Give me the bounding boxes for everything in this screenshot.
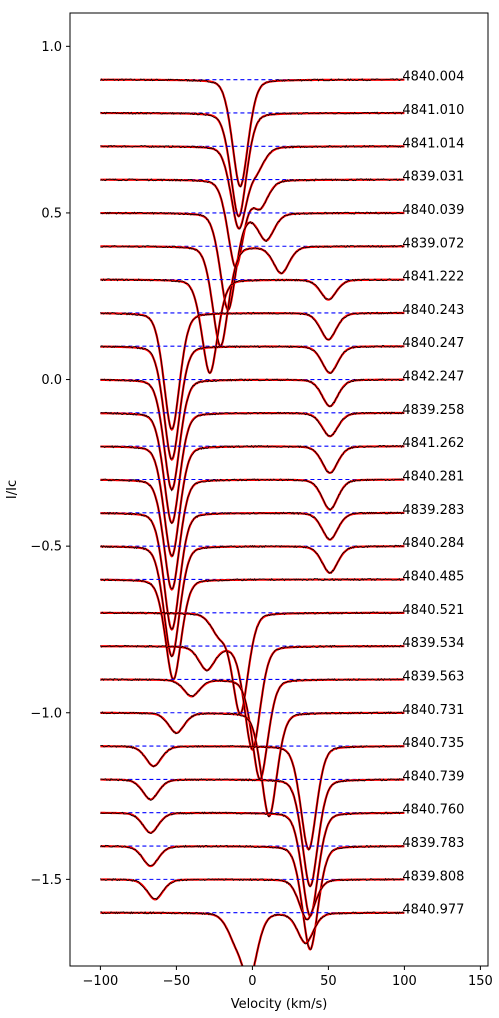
epoch-label: 4840.760 — [402, 803, 464, 818]
model-profile — [100, 578, 405, 681]
x-tick-label: −50 — [163, 974, 190, 989]
epoch-label: 4840.485 — [402, 569, 464, 584]
model-profile — [100, 211, 405, 312]
model-profile — [100, 245, 405, 348]
epoch-label: 4841.262 — [402, 436, 464, 451]
epoch-label: 4839.783 — [402, 836, 464, 851]
plot-area-group — [100, 78, 405, 966]
epoch-label: 4840.243 — [402, 303, 464, 318]
observed-profile — [100, 744, 404, 851]
observed-profile — [100, 344, 404, 460]
x-tick-label: 100 — [392, 974, 417, 989]
y-tick-label: −1.5 — [30, 873, 62, 888]
x-tick-label: 0 — [248, 974, 256, 989]
epoch-label: 4839.808 — [402, 869, 464, 884]
model-profile — [100, 745, 405, 851]
observed-profile — [100, 844, 404, 950]
observed-profile — [100, 278, 404, 374]
observed-profile — [100, 244, 404, 348]
observed-profile — [100, 78, 404, 188]
model-profile — [100, 278, 405, 375]
epoch-label: 4840.735 — [402, 736, 464, 751]
observed-profile — [100, 778, 404, 888]
epoch-label: 4839.534 — [402, 636, 464, 651]
model-profile — [100, 111, 405, 218]
y-tick-label: −1.0 — [30, 706, 62, 721]
model-profile — [100, 545, 405, 658]
observed-profile — [100, 178, 404, 269]
y-tick-label: 0.5 — [41, 206, 62, 221]
epoch-label: 4840.521 — [402, 603, 464, 618]
x-tick-label: 50 — [320, 974, 337, 989]
x-tick-label: 150 — [468, 974, 493, 989]
y-tick-label: −0.5 — [30, 540, 62, 555]
epoch-label: 4840.977 — [402, 903, 464, 918]
observed-profile — [100, 611, 404, 715]
model-profile — [100, 478, 405, 591]
model-profile — [100, 845, 405, 951]
y-tick-label: 1.0 — [41, 40, 62, 55]
epoch-label: 4842.247 — [402, 370, 464, 385]
epoch-label: 4840.039 — [402, 203, 464, 218]
observed-profile — [100, 478, 404, 590]
model-profile — [100, 611, 405, 716]
observed-profile — [100, 511, 404, 630]
observed-profile — [100, 144, 404, 230]
observed-profile — [100, 644, 404, 750]
model-profile — [100, 411, 405, 525]
epoch-label: 4839.283 — [402, 503, 464, 518]
model-profile — [100, 145, 405, 230]
observed-profile — [100, 677, 404, 781]
y-axis-label: I/Ic — [5, 480, 20, 499]
model-profile — [100, 445, 405, 558]
observed-profile — [100, 911, 404, 966]
observed-profile — [100, 378, 404, 492]
epoch-label: 4840.247 — [402, 336, 464, 351]
observed-profile — [100, 411, 404, 525]
x-tick-label: −100 — [83, 974, 119, 989]
y-tick-label: 0.0 — [41, 373, 62, 388]
observed-profile — [100, 711, 404, 818]
plot-frame — [69, 12, 489, 967]
epoch-label: 4840.281 — [402, 470, 464, 485]
observed-profile — [100, 877, 404, 921]
epoch-label: 4840.731 — [402, 703, 464, 718]
observed-profile — [100, 311, 404, 430]
model-profile — [100, 911, 405, 966]
epoch-label: 4840.284 — [402, 536, 464, 551]
epoch-label: 4841.222 — [402, 270, 464, 285]
model-profile — [100, 178, 405, 269]
observed-profile — [100, 811, 404, 918]
epoch-label: 4841.010 — [402, 103, 464, 118]
epoch-label: 4839.031 — [402, 170, 464, 185]
epoch-label: 4839.258 — [402, 403, 464, 418]
x-axis-label: Velocity (km/s) — [231, 997, 328, 1012]
model-profile — [100, 78, 405, 188]
observed-profile — [100, 211, 404, 310]
epoch-label: 4839.563 — [402, 669, 464, 684]
epoch-labels: 4840.004 4841.010 4841.014 4839.031 4840.039… — [402, 70, 464, 918]
model-profile — [100, 311, 405, 432]
observed-profile — [100, 544, 404, 658]
model-profile — [100, 378, 405, 491]
observed-profile — [100, 577, 404, 681]
axis-ticks: −100 −50 0 50 100 150 −1.5 −1.0 −0.5 0.0 0.5 1.0 — [30, 40, 492, 989]
epoch-label: 4840.739 — [402, 769, 464, 784]
model-profile — [100, 345, 405, 461]
observed-profile — [100, 444, 404, 557]
epoch-label: 4840.004 — [402, 70, 464, 85]
epoch-label: 4839.072 — [402, 236, 464, 251]
observed-profile — [100, 111, 404, 217]
epoch-label: 4841.014 — [402, 136, 464, 151]
